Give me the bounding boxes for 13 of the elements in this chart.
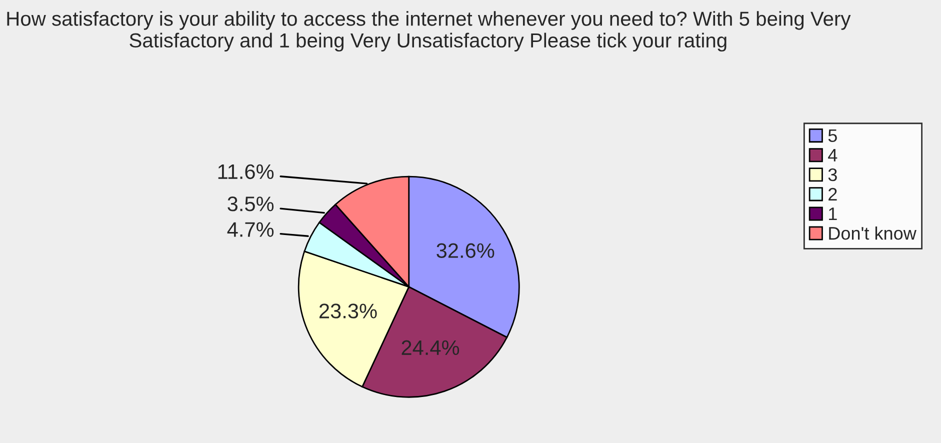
legend-label: 1 [829,208,837,220]
chart-title: How satisfactory is your ability to access the internet whenever you need to? With 5 being Very Satisfactory and 1 being Very Unsatisfactory Please tick your rating [7,11,851,52]
legend-label: 3 [828,168,837,182]
legend-label: 5 [828,129,837,142]
legend-label: Don't know [829,226,916,240]
data-label: 3.5% [228,196,274,212]
legend-label: 2 [828,188,837,200]
data-label: 32.6% [436,243,494,258]
data-label: 24.4% [402,340,460,355]
legend-label: 4 [828,149,838,162]
data-label: 23.3% [320,304,377,318]
data-label: 4.7% [227,222,274,237]
data-label: 11.6% [218,164,274,180]
